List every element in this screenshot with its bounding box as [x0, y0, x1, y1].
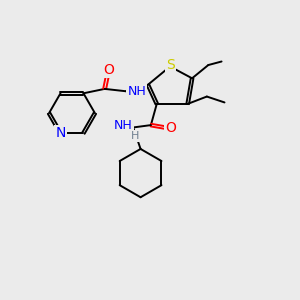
Text: H: H	[130, 131, 139, 141]
Text: NH: NH	[127, 85, 146, 98]
Text: NH: NH	[114, 119, 133, 132]
Text: O: O	[165, 121, 176, 135]
Text: S: S	[166, 58, 174, 72]
Text: O: O	[103, 63, 114, 77]
Text: N: N	[55, 126, 66, 140]
